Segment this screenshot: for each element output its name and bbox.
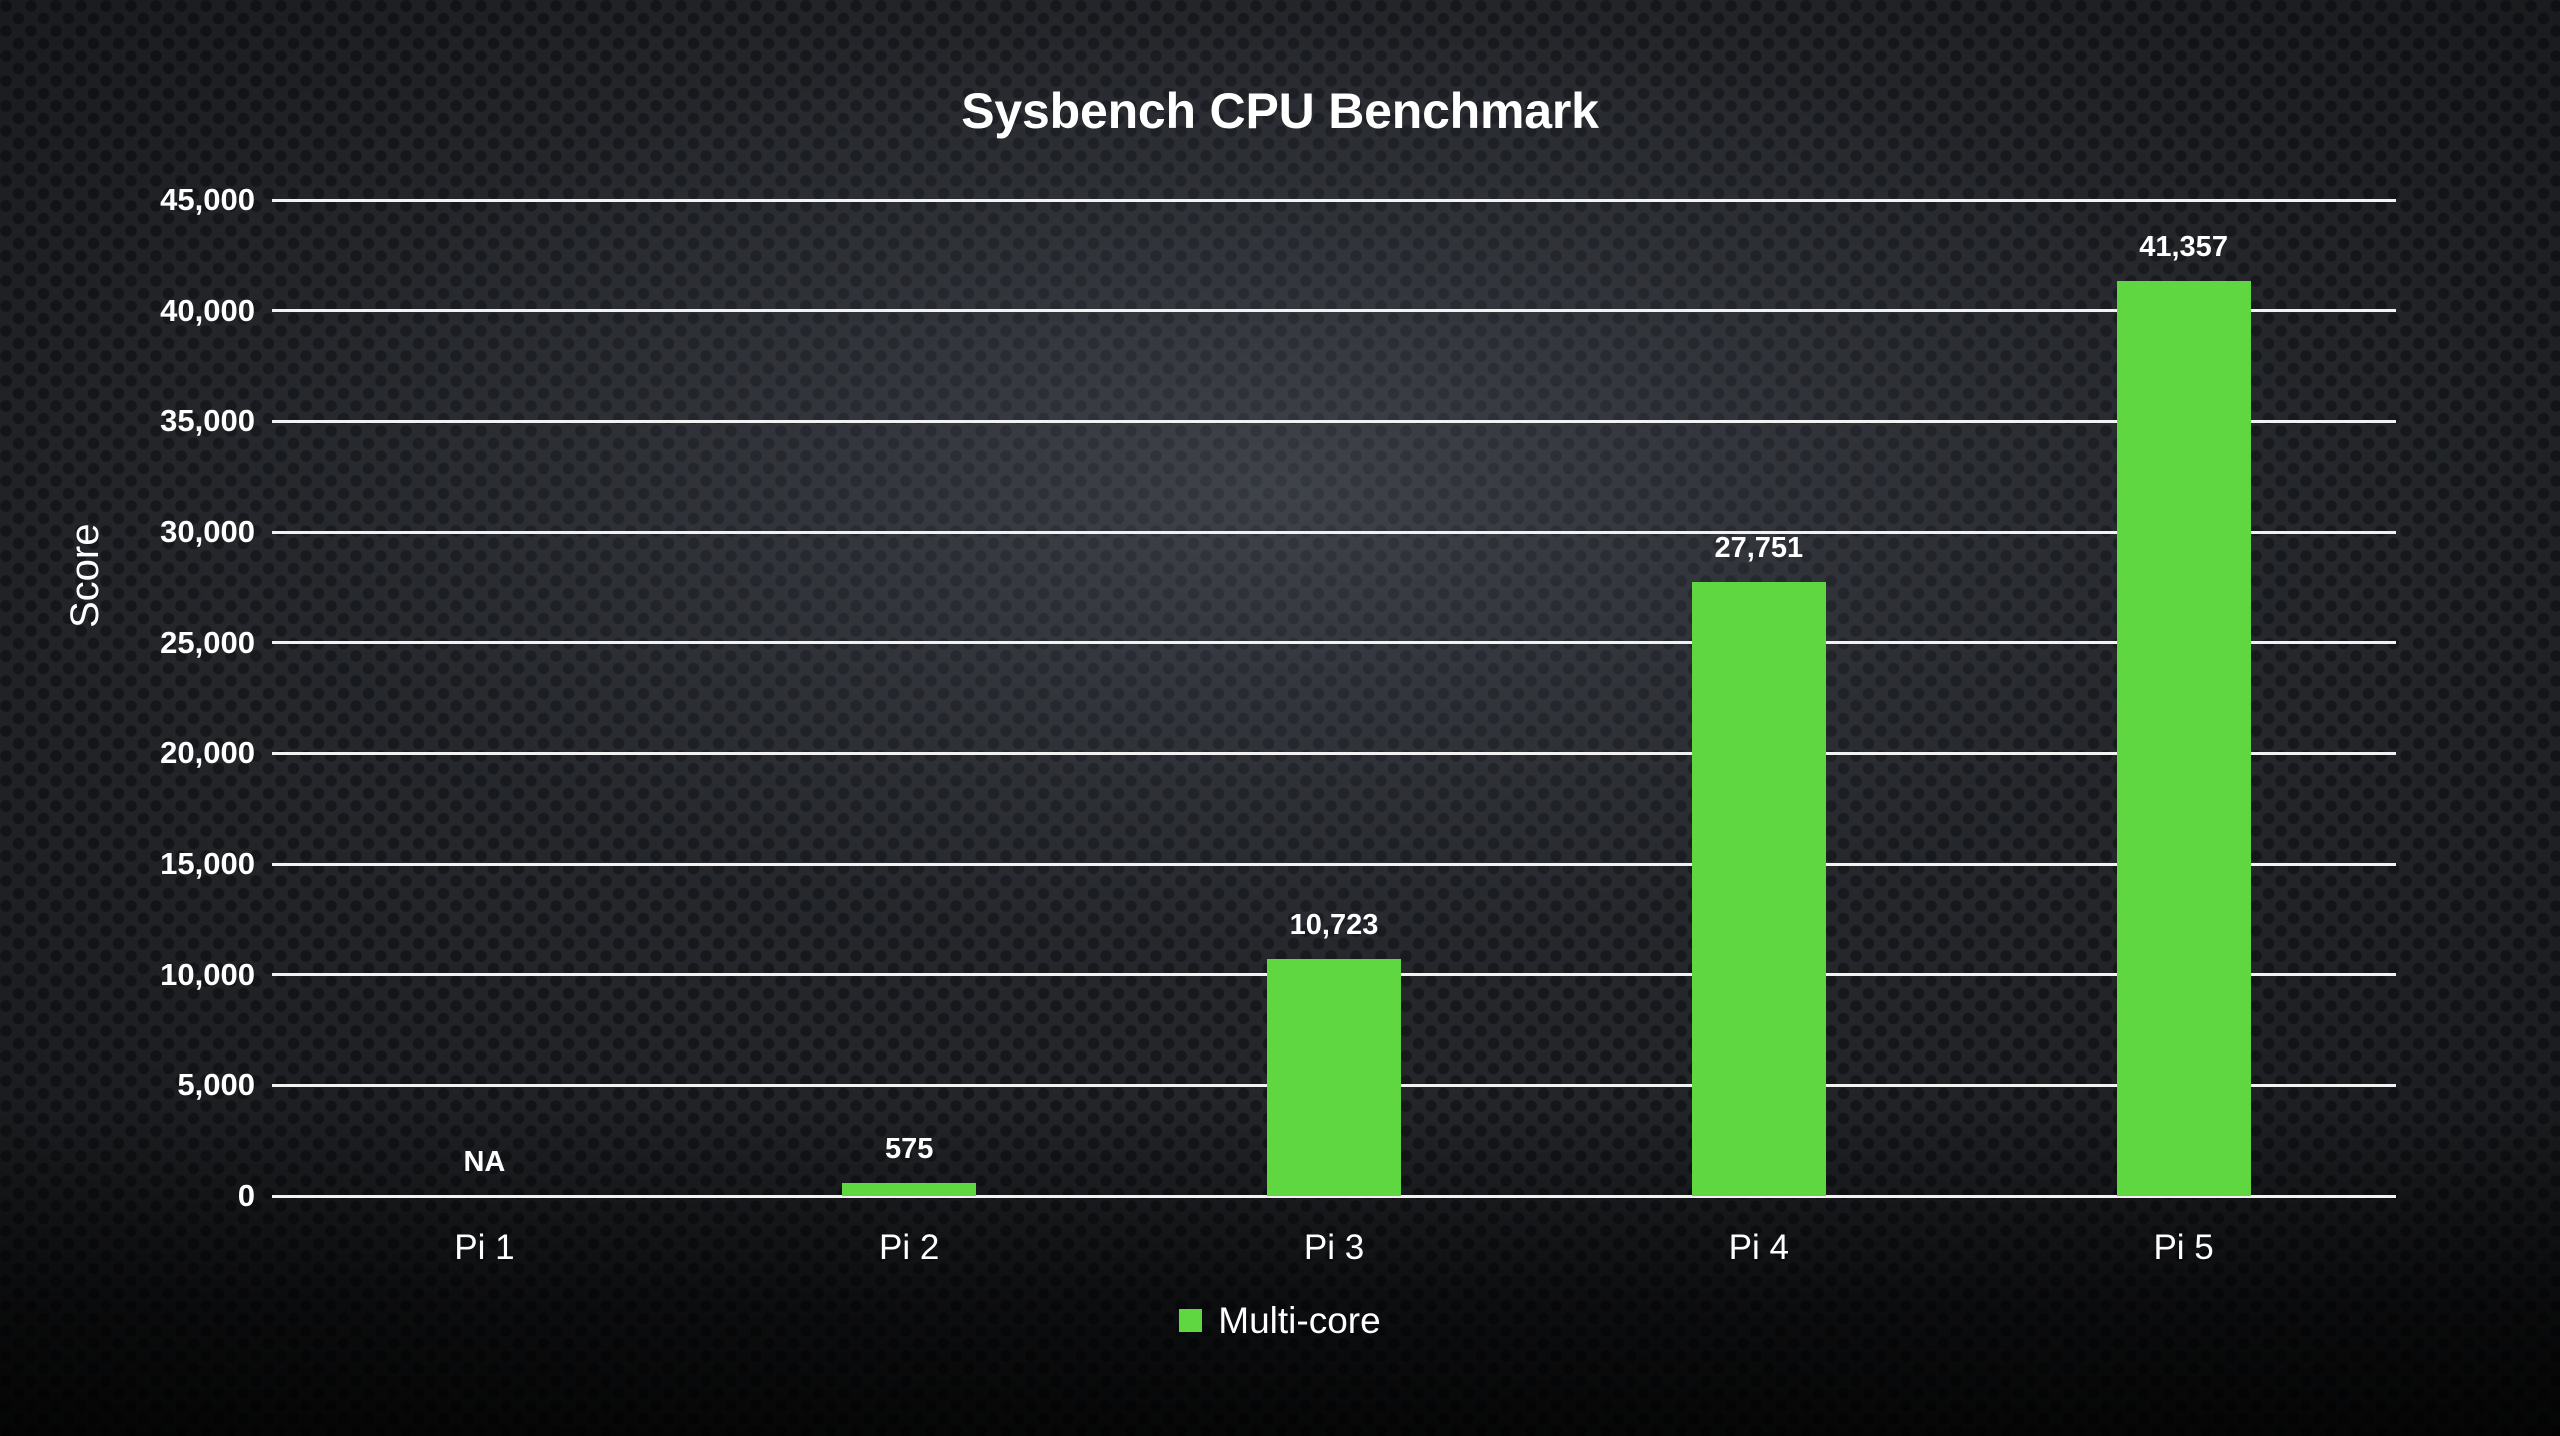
gridline xyxy=(272,309,2396,313)
plot-area: 0 5,000 10,000 15,000 20,000 25,000 30,000 35,0… xyxy=(160,182,2396,1267)
y-axis-tick-label: 0 xyxy=(237,1178,255,1213)
gridline xyxy=(272,419,2396,423)
bar-pi-2[interactable] xyxy=(842,1183,977,1196)
gridline xyxy=(272,862,2396,866)
legend-label-multi-core: Multi-core xyxy=(1218,1300,1381,1341)
chart-title: Sysbench CPU Benchmark xyxy=(961,83,1599,139)
y-axis-tick-label: 15,000 xyxy=(160,846,255,881)
x-axis-category-label: Pi 3 xyxy=(1303,1228,1365,1267)
y-axis-tick-label: 40,000 xyxy=(160,292,255,328)
y-axis-tick-label: 45,000 xyxy=(160,182,255,217)
x-axis-category-label: Pi 5 xyxy=(2153,1228,2214,1267)
x-axis-category-label: Pi 2 xyxy=(879,1228,940,1267)
bar-value-label: NA xyxy=(463,1146,506,1178)
y-axis-tick-label: 10,000 xyxy=(160,956,255,992)
bar-pi-3[interactable] xyxy=(1267,958,1401,1196)
y-axis-tick-label: 25,000 xyxy=(160,624,255,660)
gridline xyxy=(272,530,2396,534)
gridline xyxy=(272,641,2396,645)
bar-value-label: 27,751 xyxy=(1714,531,1804,564)
bar-value-label: 41,357 xyxy=(2139,230,2228,263)
y-axis-tick-label: 5,000 xyxy=(177,1067,255,1103)
bar-value-label: 575 xyxy=(884,1133,934,1166)
y-axis-tick-label: 20,000 xyxy=(160,735,255,771)
bar-value-label: 10,723 xyxy=(1289,908,1379,941)
y-axis-tick-label: 35,000 xyxy=(160,403,255,439)
x-axis-category-label: Pi 4 xyxy=(1728,1228,1789,1267)
gridline xyxy=(272,198,2396,202)
legend-swatch-multi-core xyxy=(1179,1309,1203,1332)
bar-pi-5[interactable] xyxy=(2116,280,2251,1196)
y-axis-tick-label: 30,000 xyxy=(160,514,255,549)
bar-pi-4[interactable] xyxy=(1691,581,1826,1196)
x-axis-category-label: Pi 1 xyxy=(454,1228,515,1267)
chart-legend: Multi-core xyxy=(0,1302,2560,1339)
gridline xyxy=(272,751,2396,755)
